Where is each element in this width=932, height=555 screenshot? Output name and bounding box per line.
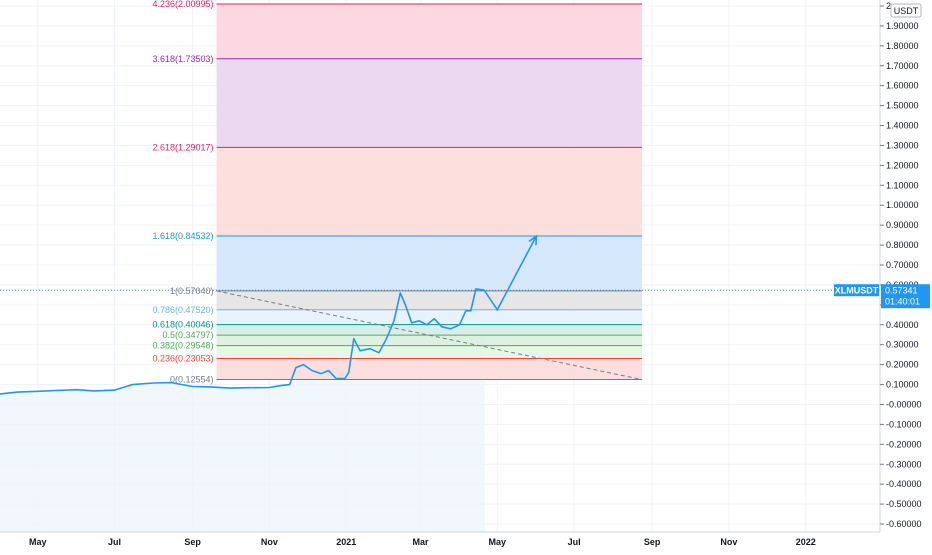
y-tick-label: 0.70000 bbox=[886, 260, 919, 270]
fib-band bbox=[216, 324, 643, 336]
y-tick-label: -0.20000 bbox=[886, 439, 922, 449]
x-tick-label: Nov bbox=[261, 537, 278, 547]
trend-line bbox=[216, 290, 643, 381]
fib-level-label: 1(0.57040) bbox=[170, 286, 214, 296]
y-tick-label: 0.10000 bbox=[886, 380, 919, 390]
symbol-badge bbox=[834, 284, 879, 297]
price-area-fill bbox=[0, 288, 485, 532]
y-tick-label: 2 bbox=[886, 1, 891, 11]
y-tick-label: 1.20000 bbox=[886, 160, 919, 170]
y-tick-label: -0.60000 bbox=[886, 519, 922, 529]
fib-level-label: 0.618(0.40046) bbox=[152, 320, 213, 330]
fib-level-label: 0.5(0.34797) bbox=[162, 330, 213, 340]
fib-band bbox=[216, 58, 643, 148]
y-tick-label: 0.20000 bbox=[886, 360, 919, 370]
y-tick-label: 1.00000 bbox=[886, 200, 919, 210]
y-tick-label: 1.50000 bbox=[886, 101, 919, 111]
x-tick-label: 2022 bbox=[796, 537, 816, 547]
y-tick-label: -0.30000 bbox=[886, 459, 922, 469]
y-tick-label: 0.90000 bbox=[886, 220, 919, 230]
y-tick-label: 1.60000 bbox=[886, 81, 919, 91]
x-tick-label: Jul bbox=[108, 537, 121, 547]
x-tick-label: Mar bbox=[412, 537, 429, 547]
x-tick-label: Nov bbox=[720, 537, 737, 547]
x-tick-label: 2021 bbox=[336, 537, 356, 547]
fib-band bbox=[216, 335, 643, 346]
fib-level-label: 4.236(2.00995) bbox=[152, 0, 213, 9]
fib-retracement-layer: 4.236(2.00995) 3.618(1.73503) 2.618(1.2901… bbox=[152, 0, 643, 384]
projection-arrow-layer bbox=[484, 234, 538, 312]
y-tick-label: 1.80000 bbox=[886, 41, 919, 51]
projection-arrow-head bbox=[528, 234, 538, 246]
symbol-badge-label: XLMUSDT bbox=[835, 286, 879, 296]
x-axis[interactable]: May Jul Sep Nov 2021 Mar May Jul Sep Nov 2022 bbox=[0, 531, 932, 550]
y-tick-label: 1.70000 bbox=[886, 61, 919, 71]
fib-level-label: 2.618(1.29017) bbox=[152, 142, 213, 152]
price-series-layer bbox=[0, 288, 485, 395]
projection-arrow-line bbox=[484, 235, 538, 312]
y-axis-background bbox=[880, 0, 932, 550]
y-tick-label: -0.00000 bbox=[886, 399, 922, 409]
fib-level-label: 3.618(1.73503) bbox=[152, 54, 213, 64]
last-price-label: 0.57341 bbox=[885, 286, 918, 296]
y-tick-label: 0.40000 bbox=[886, 320, 919, 330]
y-tick-label: -0.40000 bbox=[886, 479, 922, 489]
y-tick-label: 0.30000 bbox=[886, 340, 919, 350]
y-tick-label: 0.80000 bbox=[886, 240, 919, 250]
fib-level-label: 0.382(0.29548) bbox=[152, 341, 213, 351]
x-tick-label: Sep bbox=[184, 537, 201, 547]
y-tick-label: 1.30000 bbox=[886, 140, 919, 150]
currency-badge-label: USDT bbox=[894, 6, 919, 16]
x-tick-label: May bbox=[489, 537, 507, 547]
fib-band bbox=[216, 290, 643, 310]
x-tick-label: Sep bbox=[644, 537, 661, 547]
countdown-label: 01:40:01 bbox=[885, 297, 920, 307]
fib-band bbox=[216, 358, 643, 380]
y-tick-label: 1.90000 bbox=[886, 21, 919, 31]
last-price-badge bbox=[881, 284, 930, 309]
fib-band bbox=[216, 3, 643, 59]
fib-band bbox=[216, 236, 643, 291]
x-tick-label: May bbox=[29, 537, 47, 547]
y-tick-label: -0.50000 bbox=[886, 499, 922, 509]
fib-level-label: 0(0.12554) bbox=[170, 374, 214, 384]
y-tick-label: 1.40000 bbox=[886, 121, 919, 131]
fib-band bbox=[216, 147, 643, 237]
price-line bbox=[0, 288, 485, 395]
fib-level-label: 1.618(0.84532) bbox=[152, 231, 213, 241]
fib-level-label: 0.236(0.23053) bbox=[152, 354, 213, 364]
trend-line-layer bbox=[0, 289, 880, 381]
currency-badge bbox=[890, 3, 922, 18]
x-axis-background bbox=[0, 532, 932, 550]
fib-level-label: 0.786(0.47520) bbox=[152, 305, 213, 315]
y-tick-label: 1.10000 bbox=[886, 180, 919, 190]
price-area-layer bbox=[0, 288, 485, 532]
fib-band bbox=[216, 345, 643, 359]
y-tick-label: -0.10000 bbox=[886, 419, 922, 429]
y-axis[interactable]: -0.60000 -0.50000 -0.40000 -0.30000 -0.20000… bbox=[879, 0, 932, 550]
x-tick-label: Jul bbox=[568, 537, 581, 547]
